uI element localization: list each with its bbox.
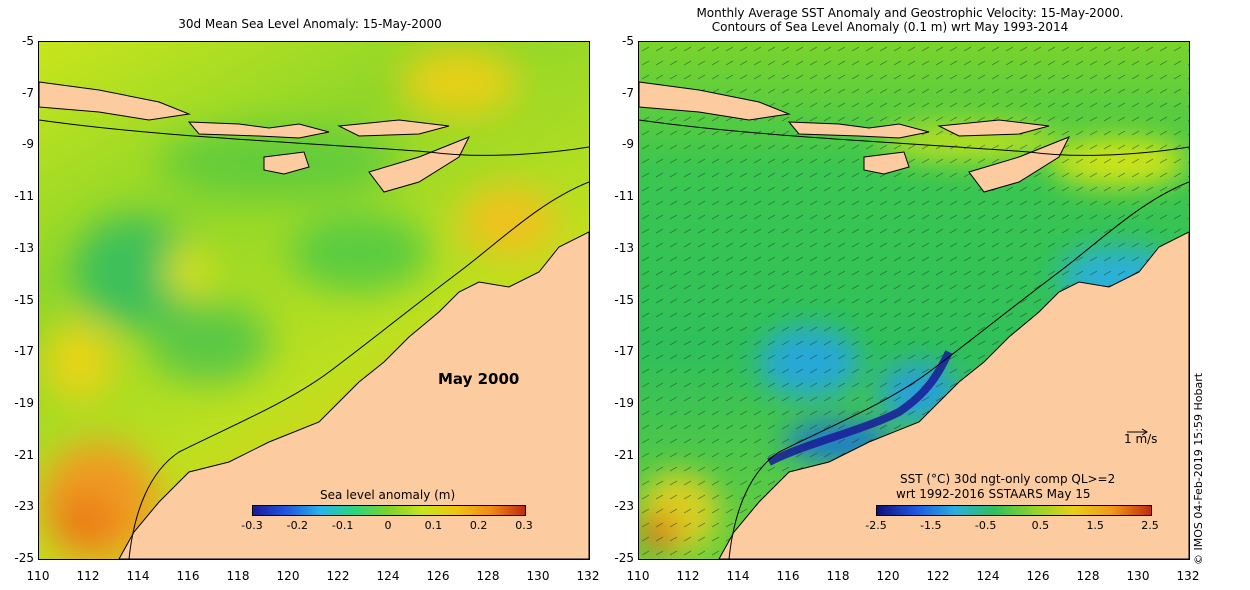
right-panel-title-line2: Contours of Sea Level Anomaly (0.1 m) wr… [711, 20, 1069, 34]
lon-tick-label: 128 [476, 569, 500, 583]
flores-island [337, 119, 450, 137]
sst-colorbar [876, 505, 1152, 516]
lat-tick-label: -7 [622, 85, 634, 100]
sla-colorbar-tick: 0.1 [424, 519, 443, 532]
lon-tick-label: 122 [926, 569, 950, 583]
lat-tick-label: -21 [614, 447, 634, 462]
sumba-island [863, 151, 910, 175]
lon-tick-label: 122 [326, 569, 350, 583]
sst-colorbar-title-line2: wrt 1992-2016 SSTAARS May 15 [896, 487, 1091, 501]
australia-landmass [118, 231, 589, 559]
lat-tick-label: -17 [614, 344, 634, 359]
australia-landmass [718, 231, 1189, 559]
lesser-sunda-islands [787, 121, 930, 139]
lon-tick-label: 120 [876, 569, 900, 583]
lon-tick-label: 132 [576, 569, 600, 583]
lat-tick-label: -19 [614, 395, 634, 410]
lon-tick-label: 110 [26, 569, 50, 583]
lon-tick-label: 114 [726, 569, 750, 583]
velocity-scale-arrow [1127, 428, 1148, 436]
lat-tick-label: -7 [22, 85, 34, 100]
lat-tick-label: -23 [614, 499, 634, 514]
lat-tick-label: -9 [22, 137, 34, 152]
lat-tick-label: -9 [622, 137, 634, 152]
lon-tick-label: 124 [376, 569, 400, 583]
lat-tick-label: -17 [14, 344, 34, 359]
sla-colorbar-tick: 0 [384, 519, 392, 532]
timor-island [368, 136, 471, 193]
left-panel-title: 30d Mean Sea Level Anomaly: 15-May-2000 [178, 17, 442, 31]
lon-tick-label: 116 [776, 569, 800, 583]
lat-tick-label: -25 [14, 551, 34, 565]
lon-tick-label: 128 [1076, 569, 1100, 583]
sst-colorbar-tick: -1.5 [920, 519, 942, 532]
lon-tick-label: 124 [976, 569, 1000, 583]
lon-tick-label: 126 [1026, 569, 1050, 583]
flores-island [937, 119, 1050, 137]
lon-tick-label: 130 [526, 569, 550, 583]
shelf-contour [639, 119, 1189, 559]
lat-tick-label: -25 [614, 551, 634, 565]
sst-colorbar-title-line1: SST (°C) 30d ngt-only comp QL>=2 [900, 472, 1116, 486]
sumba-island [263, 151, 310, 175]
sst-map [638, 41, 1190, 560]
timor-island [968, 136, 1071, 193]
lon-tick-label: 126 [426, 569, 450, 583]
lat-tick-label: -13 [614, 240, 634, 255]
sla-colorbar-title: Sea level anomaly (m) [320, 488, 456, 502]
sst-colorbar-tick: -0.5 [974, 519, 997, 532]
sla-colorbar-tick: 0.2 [469, 519, 488, 532]
lat-tick-label: -19 [14, 395, 34, 410]
lon-tick-label: 132 [1176, 569, 1200, 583]
lon-tick-label: 118 [226, 569, 250, 583]
credit-text: © IMOS 04-Feb-2019 15:59 Hobart [1192, 372, 1205, 565]
lesser-sunda-islands [187, 121, 330, 139]
lon-tick-label: 112 [76, 569, 100, 583]
sla-colorbar-tick: 0.3 [515, 519, 533, 532]
right-panel-title-line1: Monthly Average SST Anomaly and Geostrop… [696, 6, 1124, 20]
sla-colorbar-tick: -0.2 [286, 519, 309, 532]
month-label: May 2000 [438, 370, 520, 388]
sst-colorbar-tick: 0.5 [1031, 519, 1050, 532]
lon-tick-label: 120 [276, 569, 300, 583]
velocity-scale-label: 1 m/s [1124, 432, 1158, 446]
sst-colorbar-tick: 1.5 [1086, 519, 1104, 532]
sla-map [38, 41, 590, 560]
lat-tick-label: -23 [14, 499, 34, 514]
sla-colorbar-tick: -0.1 [331, 519, 354, 532]
lat-tick-label: -5 [622, 34, 634, 48]
lat-tick-label: -15 [614, 292, 634, 307]
lon-tick-label: 112 [676, 569, 700, 583]
lat-tick-label: -5 [22, 34, 34, 48]
sst-colorbar-tick: -2.5 [865, 519, 887, 532]
sla-colorbar [252, 505, 526, 516]
sst-colorbar-tick: 2.5 [1141, 519, 1159, 532]
lat-tick-label: -11 [614, 189, 634, 204]
lat-tick-label: -13 [14, 240, 34, 255]
lon-tick-label: 114 [126, 569, 150, 583]
lat-tick-label: -11 [14, 189, 34, 204]
lon-tick-label: 130 [1126, 569, 1150, 583]
lat-tick-label: -21 [14, 447, 34, 462]
lon-tick-label: 116 [176, 569, 200, 583]
lon-tick-label: 110 [626, 569, 650, 583]
java-island [639, 81, 791, 121]
lat-tick-label: -15 [14, 292, 34, 307]
sla-colorbar-tick: -0.3 [241, 519, 263, 532]
shelf-contour [39, 119, 589, 559]
java-island [39, 81, 191, 121]
lon-tick-label: 118 [826, 569, 850, 583]
